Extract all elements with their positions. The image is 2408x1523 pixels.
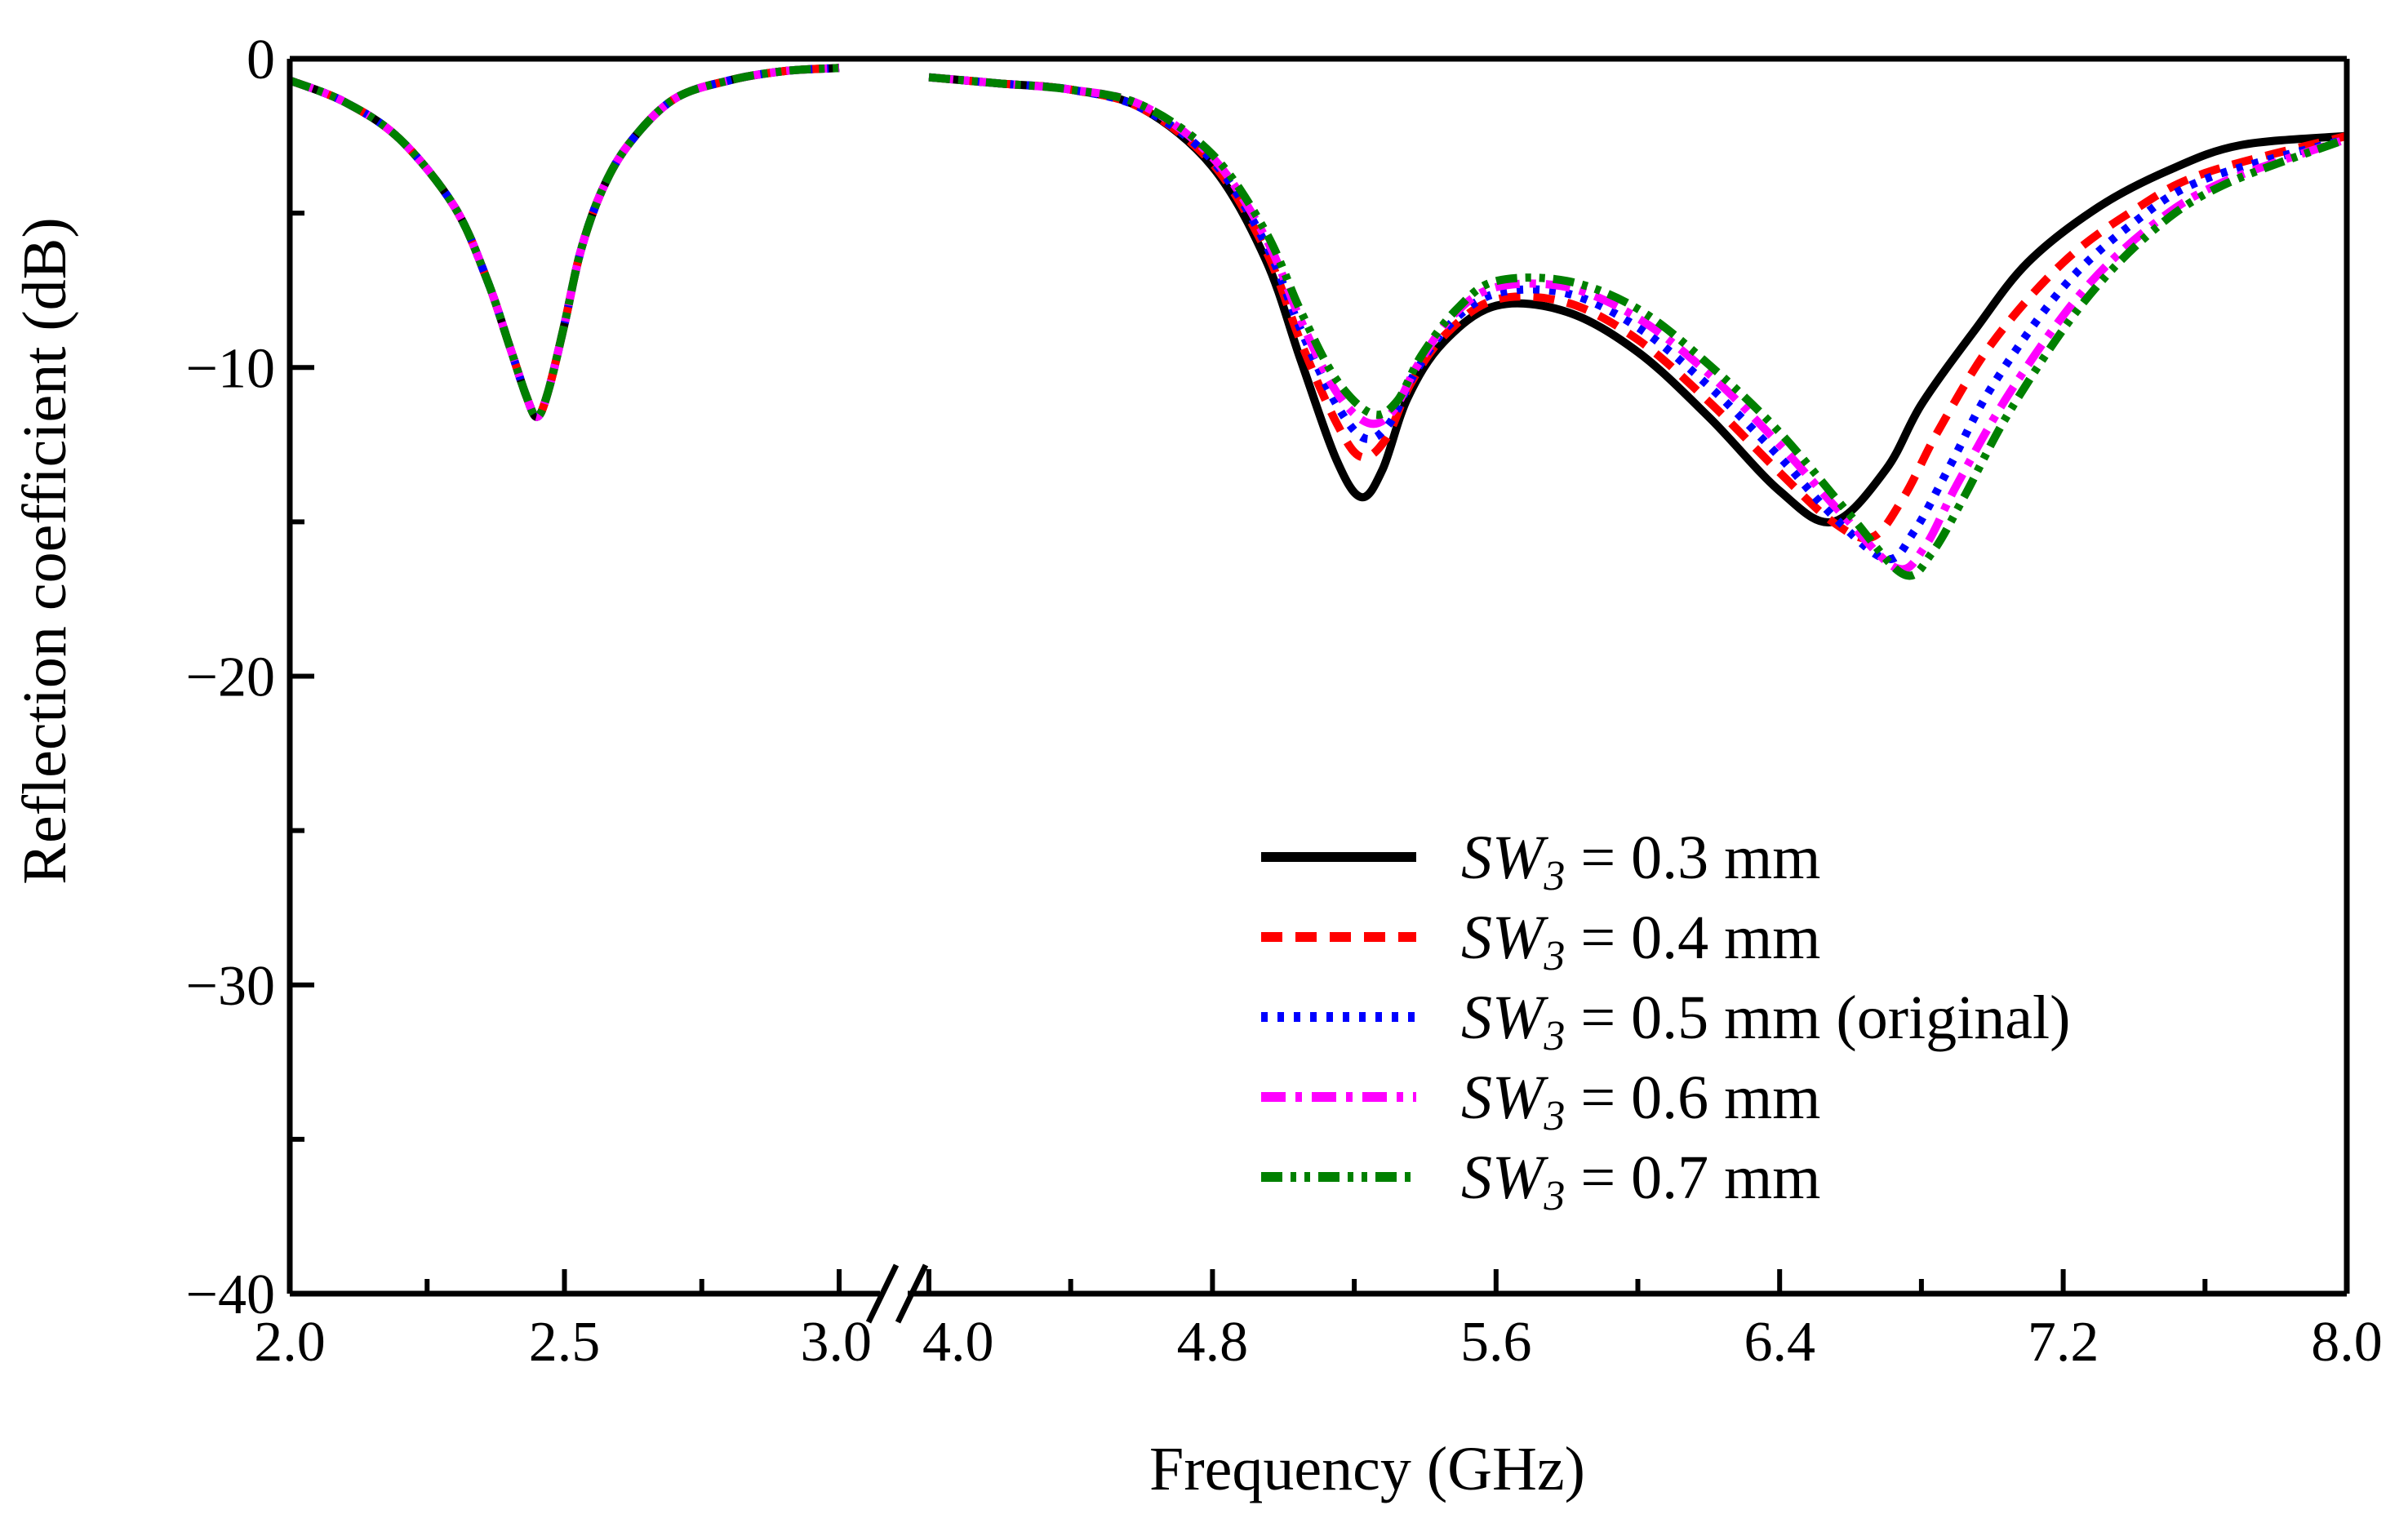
series-line-sw3-0-7-mm-part1: [288, 64, 840, 421]
y-tick-label: −10: [186, 337, 275, 400]
legend-label-4: SW3 = 0.6 mm: [1461, 1063, 1820, 1139]
x-tick-label: 4.8: [1177, 1311, 1249, 1374]
series-lines: [288, 64, 2348, 580]
series-line-sw3-0-6-mm-part2: [928, 73, 2348, 574]
series-line-sw3-0-5-mm-original--part2: [928, 73, 2348, 563]
legend-label-5: SW3 = 0.7 mm: [1461, 1143, 1820, 1219]
legend-label-3: SW3 = 0.5 mm (original): [1461, 984, 2070, 1059]
plot-frame: [287, 56, 2350, 1324]
x-tick-label: 2.5: [529, 1311, 601, 1374]
series-line-sw3-0-7-mm-part2: [928, 73, 2348, 580]
x-tick-label: 7.2: [2028, 1311, 2099, 1374]
x-tick-label: 2.0: [254, 1311, 326, 1374]
x-axis-title: Frequency (GHz): [1149, 1435, 1585, 1503]
x-tick-label: 5.6: [1460, 1311, 1532, 1374]
series-line-sw3-0-3-mm-part2: [928, 73, 2348, 526]
series-line-sw3-0-4-mm-part2: [928, 73, 2348, 543]
y-tick-label: −20: [186, 646, 275, 709]
tick-marks: [287, 56, 2349, 1296]
x-tick-label: 8.0: [2311, 1311, 2383, 1374]
tick-labels: 0 −10 −20 −30 −402.0 2.5 3.0 4.0 4.8 5.6 6.4 7.2 8.0: [186, 29, 2383, 1374]
legend-label-1: SW3 = 0.3 mm: [1461, 824, 1820, 899]
x-tick-label: 6.4: [1744, 1311, 1815, 1374]
y-tick-label: 0: [247, 29, 275, 91]
x-tick-label: 4.0: [922, 1311, 994, 1374]
y-axis-title: Reflection coefficient (dB): [11, 217, 79, 884]
x-tick-label: 3.0: [801, 1311, 873, 1374]
y-tick-label: −40: [186, 1263, 275, 1326]
axis-break-mark: [865, 1263, 900, 1324]
y-tick-label: −30: [186, 955, 275, 1018]
legend-label-2: SW3 = 0.4 mm: [1461, 904, 1820, 979]
axis-break-mark: [895, 1263, 929, 1324]
